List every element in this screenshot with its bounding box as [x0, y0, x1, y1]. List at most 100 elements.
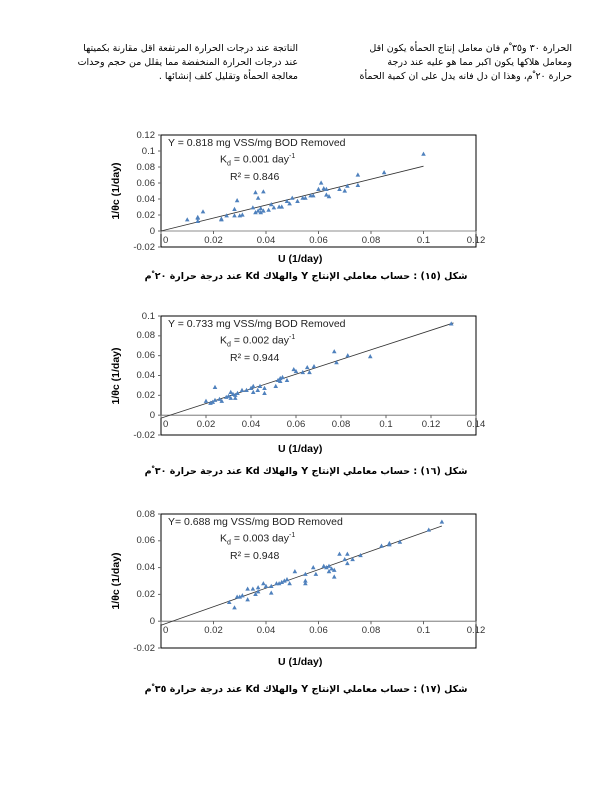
x-tick-label: 0.12	[466, 235, 486, 246]
data-point	[250, 586, 256, 591]
data-point	[232, 605, 237, 610]
data-point	[261, 189, 266, 194]
data-point	[303, 195, 308, 200]
data-point	[255, 208, 261, 213]
yield-coefficient-text: Y = 0.818 mg VSS/mg BOD Removed	[168, 137, 346, 149]
x-tick-label: 0.14	[466, 419, 486, 431]
y-axis-label: 1/θc (1/day)	[110, 162, 122, 220]
x-tick-label: 0.02	[204, 235, 223, 246]
data-point	[219, 216, 224, 221]
data-point	[245, 597, 250, 602]
data-point	[200, 209, 206, 214]
trendline	[160, 525, 443, 626]
data-point	[311, 363, 317, 369]
data-point	[291, 366, 297, 372]
data-point	[232, 206, 237, 211]
y-tick-label: 0.08	[136, 508, 156, 520]
x-tick-label: 0.1	[416, 625, 431, 637]
y-tick-label: 0.08	[136, 161, 156, 173]
kd-text: Kd = 0.001 day-1	[168, 150, 346, 171]
data-point	[313, 571, 319, 576]
text-line: الحرارة ٣٠ و٣٥ ْم فان معامل إنتاج الحمأة…	[369, 43, 572, 54]
y-tick-label: 0.06	[136, 535, 156, 547]
data-point	[295, 198, 300, 203]
data-point	[226, 393, 231, 398]
x-tick-label: 0	[163, 419, 169, 431]
data-point	[258, 210, 264, 215]
data-point	[381, 170, 387, 175]
data-point	[235, 390, 240, 395]
figure-caption: شكل (١٧) : حساب معاملي الإنتاج Y والهلاك…	[144, 684, 468, 695]
data-point	[355, 172, 361, 177]
data-point	[324, 565, 329, 570]
kd-part: = 0.002 day	[230, 334, 290, 347]
data-point	[237, 594, 243, 599]
y-tick-label: 0.04	[136, 193, 156, 205]
data-point	[240, 212, 245, 217]
data-point	[228, 395, 234, 400]
data-point	[232, 213, 237, 218]
data-point	[287, 581, 292, 586]
data-point	[287, 201, 292, 206]
data-point	[292, 569, 298, 574]
data-point	[324, 192, 329, 197]
text-line: معالجة الحمأة وتقليل كلف إنشائها .	[158, 71, 298, 82]
data-point	[237, 213, 243, 218]
data-point	[232, 395, 238, 400]
equation-box: Y = 0.733 mg VSS/mg BOD Removed Kd = 0.00…	[168, 318, 346, 365]
y-tick-label: 0.08	[136, 330, 156, 342]
x-tick-label: 0.04	[256, 235, 276, 246]
x-tick-label: 0.08	[361, 625, 381, 637]
x-tick-label: 0.02	[204, 625, 223, 637]
data-point	[310, 565, 316, 570]
data-point	[277, 378, 283, 384]
data-point	[303, 578, 308, 583]
data-point	[345, 551, 350, 556]
x-tick-label: 0.08	[331, 419, 351, 431]
data-point	[439, 519, 445, 524]
data-point	[324, 186, 329, 191]
y-tick-label: -0.02	[133, 642, 155, 654]
data-point	[284, 198, 290, 203]
data-point	[326, 563, 332, 568]
data-point	[387, 542, 392, 547]
kd-part: -1	[289, 532, 296, 539]
x-tick-label: 0.02	[196, 419, 216, 431]
x-axis-label: U (1/day)	[278, 656, 323, 668]
data-point	[284, 377, 290, 383]
x-tick-label: 0.1	[379, 419, 393, 431]
data-point	[345, 183, 350, 188]
data-point	[277, 375, 283, 381]
text-line: حرارة ٢٠ ْم، وهذا ان دل فانه يدل على ان …	[359, 71, 572, 82]
kd-part: d	[227, 341, 231, 349]
data-point	[195, 218, 201, 223]
data-point	[250, 383, 256, 389]
data-point	[342, 556, 348, 562]
plot-frame	[160, 315, 477, 436]
data-point	[300, 369, 306, 375]
data-point	[255, 589, 261, 594]
data-point	[219, 398, 225, 403]
yield-coefficient-text: Y= 0.688 mg VSS/mg BOD Removed	[168, 516, 343, 528]
data-point	[244, 387, 249, 392]
data-point	[316, 186, 321, 191]
kd-part: K	[220, 334, 228, 347]
kd-part: -1	[289, 153, 296, 160]
y-tick-label: 0	[149, 615, 155, 627]
data-point	[268, 202, 274, 207]
data-point	[250, 389, 256, 394]
x-axis-label: U (1/day)	[278, 253, 323, 265]
data-point	[303, 571, 308, 576]
data-point	[219, 217, 224, 222]
y-tick-label: 0.12	[136, 129, 156, 141]
data-point	[421, 151, 426, 156]
data-point	[355, 182, 361, 187]
data-point	[326, 194, 332, 199]
yield-coefficient-text: Y = 0.733 mg VSS/mg BOD Removed	[168, 318, 346, 330]
